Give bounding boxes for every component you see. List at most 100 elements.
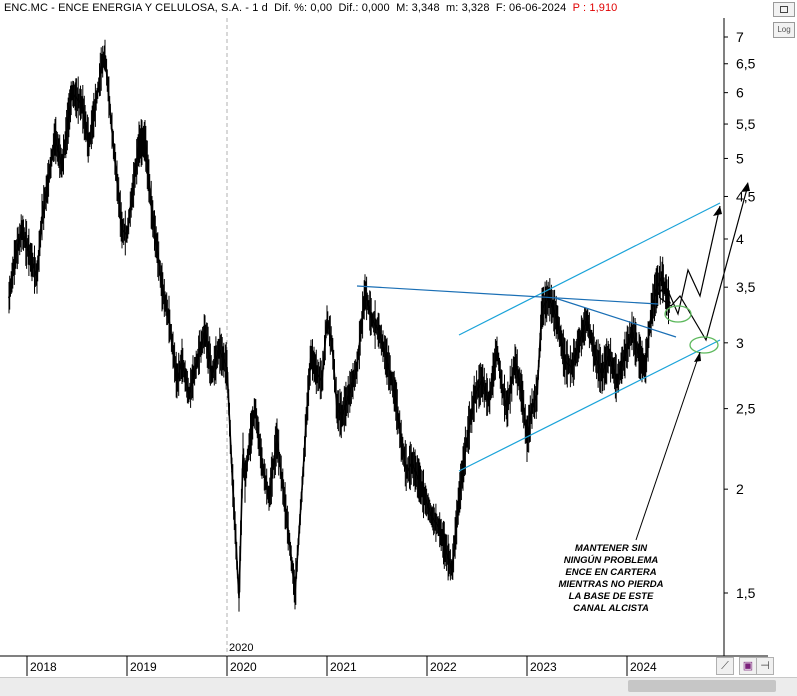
projection-path-2 — [659, 184, 749, 342]
price-point — [244, 479, 246, 482]
price-point — [466, 437, 468, 440]
price-point — [631, 330, 633, 332]
price-point — [371, 318, 373, 321]
price-point — [331, 342, 333, 344]
price-point — [231, 470, 233, 473]
price-point — [386, 360, 388, 363]
price-point — [321, 380, 323, 382]
price-point — [586, 318, 588, 321]
x-tick-label: 2022 — [430, 660, 457, 674]
price-point — [196, 360, 198, 363]
price-point — [111, 129, 113, 132]
price-point — [268, 497, 270, 500]
price-point — [301, 488, 303, 491]
date-value: 06-06-2024 — [509, 2, 567, 14]
price-point — [176, 380, 178, 382]
price-point — [356, 366, 358, 369]
min-label: m: — [445, 2, 459, 14]
price-point — [458, 497, 460, 500]
price-point — [431, 516, 433, 519]
log-scale-button[interactable]: Log — [773, 22, 795, 38]
price-point — [8, 296, 10, 299]
price-point — [138, 143, 140, 146]
dif: 0,000 — [361, 2, 390, 14]
y-axis-ticks: 7 6,5 6 5,5 5 4,5 4 3,5 3 2,5 2 1,5 — [724, 29, 756, 601]
price-point — [578, 342, 580, 344]
y-tick-label: 7 — [736, 29, 744, 45]
price-point — [238, 597, 240, 599]
header-background — [0, 0, 588, 18]
price-point — [211, 373, 213, 376]
y-tick-label: 4 — [736, 231, 744, 247]
price-point — [656, 286, 658, 289]
price-point — [608, 354, 610, 356]
price-point — [294, 592, 296, 594]
floppy-disk-icon[interactable]: ▣ — [739, 657, 757, 675]
horizontal-scrollbar[interactable] — [0, 677, 797, 696]
price-point — [54, 136, 56, 139]
pin-icon[interactable]: ⊣ — [756, 657, 774, 675]
p-value: 1,910 — [589, 2, 618, 14]
y-tick-label: 1,5 — [736, 585, 756, 601]
price-series — [8, 39, 671, 612]
diagonal-lines-icon[interactable]: ⟋ — [716, 657, 734, 675]
price-point — [521, 393, 523, 396]
x-tick-label: 2024 — [630, 660, 657, 674]
price-point — [424, 497, 426, 500]
price-point — [601, 373, 603, 376]
price-point — [288, 536, 290, 539]
price-point — [306, 407, 308, 410]
price-point — [156, 247, 158, 249]
projection-path-1 — [654, 205, 721, 316]
price-point — [571, 366, 573, 369]
price-point — [316, 373, 318, 376]
price-point — [61, 164, 63, 167]
price-point — [310, 354, 312, 356]
price-point — [488, 400, 490, 403]
price-point — [661, 276, 663, 278]
price-point — [326, 318, 328, 321]
price-point — [248, 445, 250, 448]
p-label: P : — [572, 2, 587, 14]
annotation-line-5: LA BASE DE ESTE — [569, 591, 654, 602]
scrollbar-thumb[interactable] — [628, 680, 776, 692]
price-point — [418, 479, 420, 482]
price-point — [406, 470, 408, 473]
price-point — [41, 216, 43, 218]
price-point — [204, 330, 206, 332]
annotation-line-3: ENCE EN CARTERA — [565, 567, 656, 578]
annotation-arrow-head — [694, 352, 701, 362]
maximize-button[interactable] — [773, 2, 795, 17]
arrow-head-1 — [713, 206, 722, 216]
price-point — [276, 437, 278, 440]
price-point — [144, 140, 146, 142]
price-point — [261, 462, 263, 464]
price-point — [364, 291, 366, 294]
ticker: ENC.MC — [4, 2, 48, 14]
price-point — [101, 62, 103, 65]
dif-pct-label: Dif. %: — [274, 2, 308, 14]
x-tick-label: 2018 — [30, 660, 57, 674]
price-point — [336, 407, 338, 410]
price-point — [669, 302, 671, 304]
price-point — [31, 261, 33, 264]
price-point — [401, 445, 403, 448]
arrow-head-2 — [741, 182, 750, 192]
y-tick-label: 2,5 — [736, 401, 756, 417]
dif-pct: 0,00 — [310, 2, 333, 14]
price-point — [96, 94, 98, 97]
price-point — [226, 366, 228, 369]
price-point — [46, 187, 48, 190]
annotation-text: MANTENER SIN NINGÚN PROBLEMA ENCE EN CAR… — [558, 543, 663, 614]
x-tick-label: 2020 — [230, 660, 257, 674]
x-tick-label: 2019 — [130, 660, 157, 674]
price-point — [168, 318, 170, 321]
max-label: M: — [396, 2, 409, 14]
annotation-line-4: MIENTRAS NO PIERDA — [558, 579, 663, 590]
price-point — [481, 380, 483, 382]
channel-upper-line — [458, 202, 721, 336]
price-point — [161, 286, 163, 289]
price-point — [644, 366, 646, 369]
price-point — [36, 276, 38, 278]
price-point — [594, 354, 596, 356]
